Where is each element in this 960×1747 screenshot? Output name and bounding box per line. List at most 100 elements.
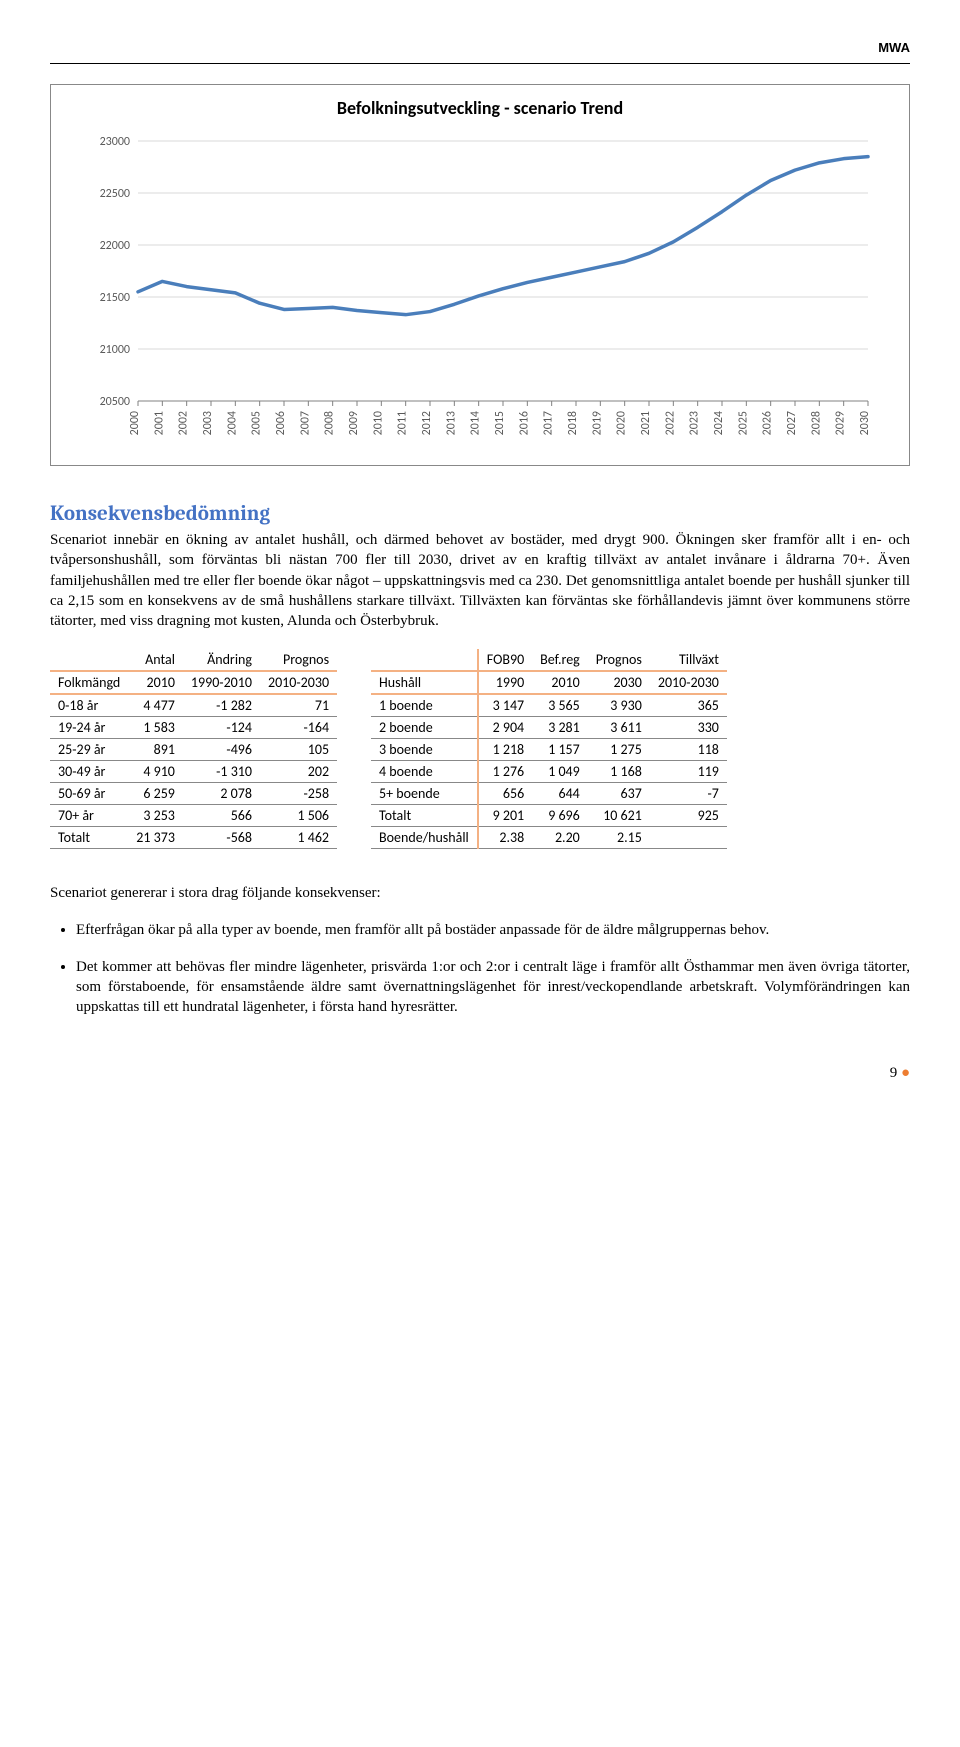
table-cell: 5+ boende bbox=[371, 783, 478, 805]
svg-text:2028: 2028 bbox=[809, 411, 823, 435]
table-header: Hushåll bbox=[371, 671, 478, 694]
table-cell: 70+ år bbox=[50, 805, 128, 827]
table-cell: 1 462 bbox=[260, 827, 337, 849]
svg-text:2015: 2015 bbox=[493, 411, 507, 435]
table-row: Boende/hushåll2.382.202.15 bbox=[371, 827, 727, 849]
table-row: 0-18 år4 477-1 28271 bbox=[50, 694, 337, 717]
svg-text:2023: 2023 bbox=[688, 411, 702, 435]
svg-text:2008: 2008 bbox=[323, 411, 337, 435]
table-cell: -496 bbox=[183, 739, 260, 761]
svg-text:21500: 21500 bbox=[100, 291, 130, 305]
table-row: 4 boende1 2761 0491 168119 bbox=[371, 761, 727, 783]
table-row: 2 boende2 9043 2813 611330 bbox=[371, 717, 727, 739]
table-cell: 3 boende bbox=[371, 739, 478, 761]
svg-text:2024: 2024 bbox=[712, 411, 726, 435]
table-cell: 30-49 år bbox=[50, 761, 128, 783]
table-row: Totalt21 373-5681 462 bbox=[50, 827, 337, 849]
table-cell: 6 259 bbox=[128, 783, 183, 805]
table-header: 1990 bbox=[478, 671, 532, 694]
svg-text:2019: 2019 bbox=[590, 411, 604, 435]
table-cell: 365 bbox=[650, 694, 727, 717]
table-cell: 1 boende bbox=[371, 694, 478, 717]
table-header: Folkmängd bbox=[50, 671, 128, 694]
svg-text:2006: 2006 bbox=[274, 411, 288, 435]
table-cell: 2 078 bbox=[183, 783, 260, 805]
table-cell: 118 bbox=[650, 739, 727, 761]
svg-text:22000: 22000 bbox=[100, 239, 130, 253]
svg-text:2009: 2009 bbox=[347, 411, 361, 435]
table-header: Tillväxt bbox=[650, 649, 727, 671]
population-chart: Befolkningsutveckling - scenario Trend 2… bbox=[50, 84, 910, 466]
table-cell: -1 310 bbox=[183, 761, 260, 783]
table-header: Prognos bbox=[260, 649, 337, 671]
table-cell: Boende/hushåll bbox=[371, 827, 478, 849]
table-cell: 1 157 bbox=[532, 739, 588, 761]
table-row: 3 boende1 2181 1571 275118 bbox=[371, 739, 727, 761]
table-cell bbox=[650, 827, 727, 849]
table-row: 50-69 år6 2592 078-258 bbox=[50, 783, 337, 805]
svg-text:2021: 2021 bbox=[639, 411, 653, 435]
table-cell: 4 boende bbox=[371, 761, 478, 783]
svg-text:2014: 2014 bbox=[469, 411, 483, 435]
table-cell: 1 276 bbox=[478, 761, 532, 783]
table-cell: 330 bbox=[650, 717, 727, 739]
table-cell: 566 bbox=[183, 805, 260, 827]
table-cell: 1 275 bbox=[588, 739, 650, 761]
table-header: Bef.reg bbox=[532, 649, 588, 671]
svg-text:23000: 23000 bbox=[100, 135, 130, 149]
table-cell: 2 904 bbox=[478, 717, 532, 739]
table-header: 2010 bbox=[128, 671, 183, 694]
svg-text:2016: 2016 bbox=[517, 411, 531, 435]
table-row: 5+ boende656644637-7 bbox=[371, 783, 727, 805]
table-cell: 3 281 bbox=[532, 717, 588, 739]
svg-text:2010: 2010 bbox=[371, 411, 385, 435]
table-cell: 19-24 år bbox=[50, 717, 128, 739]
svg-text:2025: 2025 bbox=[736, 411, 750, 435]
table-cell: 21 373 bbox=[128, 827, 183, 849]
table-row: 19-24 år1 583-124-164 bbox=[50, 717, 337, 739]
table-cell: 50-69 år bbox=[50, 783, 128, 805]
table-cell: 2 boende bbox=[371, 717, 478, 739]
svg-text:2003: 2003 bbox=[201, 411, 215, 435]
table-row: Totalt9 2019 69610 621925 bbox=[371, 805, 727, 827]
table-cell: 2.15 bbox=[588, 827, 650, 849]
population-table: AntalÄndringPrognosFolkmängd20101990-201… bbox=[50, 649, 337, 849]
table-cell: -124 bbox=[183, 717, 260, 739]
table-cell: 3 930 bbox=[588, 694, 650, 717]
table-cell: 1 583 bbox=[128, 717, 183, 739]
table-cell: 4 910 bbox=[128, 761, 183, 783]
table-cell: 105 bbox=[260, 739, 337, 761]
table-cell: 3 611 bbox=[588, 717, 650, 739]
table-row: 70+ år3 2535661 506 bbox=[50, 805, 337, 827]
list-item: Efterfrågan ökar på alla typer av boende… bbox=[76, 920, 910, 940]
table-cell: Totalt bbox=[371, 805, 478, 827]
svg-text:2011: 2011 bbox=[396, 411, 410, 435]
svg-text:2027: 2027 bbox=[785, 411, 799, 435]
svg-text:2004: 2004 bbox=[225, 411, 239, 435]
table-header: Prognos bbox=[588, 649, 650, 671]
svg-text:21000: 21000 bbox=[100, 343, 130, 357]
table-cell: 9 201 bbox=[478, 805, 532, 827]
table-cell: 2.20 bbox=[532, 827, 588, 849]
svg-text:2007: 2007 bbox=[298, 411, 312, 435]
table-cell: 1 506 bbox=[260, 805, 337, 827]
table-header: 2010 bbox=[532, 671, 588, 694]
table-header: Ändring bbox=[183, 649, 260, 671]
svg-text:2002: 2002 bbox=[177, 411, 191, 435]
svg-text:2000: 2000 bbox=[128, 411, 142, 435]
table-row: 1 boende3 1473 5653 930365 bbox=[371, 694, 727, 717]
svg-text:2013: 2013 bbox=[444, 411, 458, 435]
svg-text:22500: 22500 bbox=[100, 187, 130, 201]
table-header bbox=[371, 649, 478, 671]
table-cell: -164 bbox=[260, 717, 337, 739]
table-cell: 3 253 bbox=[128, 805, 183, 827]
table-cell: 3 565 bbox=[532, 694, 588, 717]
table-cell: 1 168 bbox=[588, 761, 650, 783]
table-cell: 925 bbox=[650, 805, 727, 827]
table-cell: -258 bbox=[260, 783, 337, 805]
table-cell: 9 696 bbox=[532, 805, 588, 827]
table-header bbox=[50, 649, 128, 671]
header-label: MWA bbox=[50, 40, 910, 55]
intro-paragraph: Scenariot innebär en ökning av antalet h… bbox=[50, 530, 910, 631]
table-row: 25-29 år891-496105 bbox=[50, 739, 337, 761]
